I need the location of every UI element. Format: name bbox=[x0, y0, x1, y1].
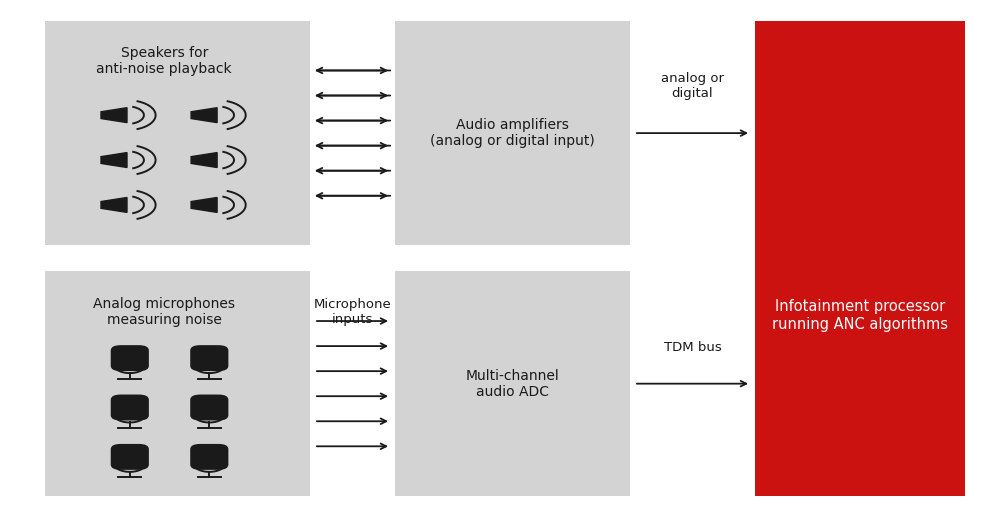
FancyBboxPatch shape bbox=[190, 444, 228, 470]
Polygon shape bbox=[191, 152, 217, 168]
Polygon shape bbox=[101, 108, 127, 123]
FancyBboxPatch shape bbox=[190, 395, 228, 421]
FancyBboxPatch shape bbox=[111, 395, 149, 421]
Polygon shape bbox=[101, 197, 127, 212]
Text: Speakers for
anti-noise playback: Speakers for anti-noise playback bbox=[96, 46, 232, 76]
FancyBboxPatch shape bbox=[111, 345, 149, 371]
Text: Multi-channel
audio ADC: Multi-channel audio ADC bbox=[466, 369, 559, 399]
Text: Audio amplifiers
(analog or digital input): Audio amplifiers (analog or digital inpu… bbox=[430, 118, 595, 148]
FancyBboxPatch shape bbox=[395, 21, 630, 245]
Polygon shape bbox=[101, 152, 127, 168]
FancyBboxPatch shape bbox=[45, 271, 310, 496]
FancyBboxPatch shape bbox=[45, 21, 310, 245]
FancyBboxPatch shape bbox=[395, 271, 630, 496]
FancyBboxPatch shape bbox=[755, 21, 965, 496]
Text: Infotainment processor
running ANC algorithms: Infotainment processor running ANC algor… bbox=[772, 299, 948, 331]
Text: analog or
digital: analog or digital bbox=[661, 72, 724, 100]
Polygon shape bbox=[191, 108, 217, 123]
Text: Microphone
inputs: Microphone inputs bbox=[314, 298, 391, 326]
FancyBboxPatch shape bbox=[190, 345, 228, 371]
Text: Analog microphones
measuring noise: Analog microphones measuring noise bbox=[93, 296, 235, 327]
Text: TDM bus: TDM bus bbox=[664, 341, 721, 353]
Polygon shape bbox=[191, 197, 217, 212]
FancyBboxPatch shape bbox=[111, 444, 149, 470]
